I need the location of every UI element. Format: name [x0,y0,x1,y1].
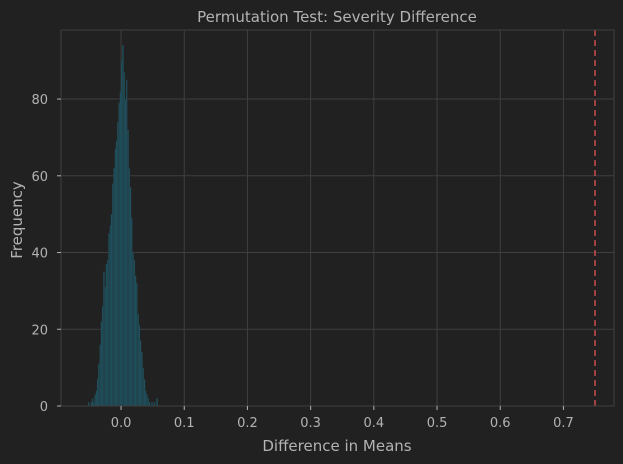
histogram-bar [148,401,151,407]
x-tick-label: 0.3 [300,416,321,431]
y-tick-label: 0 [40,400,48,415]
x-tick-label: 0.6 [490,416,511,431]
y-axis-ticks: 0 20 40 60 80 [31,93,61,415]
histogram-bar [153,401,156,407]
x-axis-label: Difference in Means [262,437,411,455]
x-tick-label: 0.5 [427,416,448,431]
chart-title: Permutation Test: Severity Difference [197,8,477,26]
x-tick-label: 0.1 [174,416,195,431]
x-tick-label: 0.7 [553,416,574,431]
y-axis-label: Frequency [8,181,26,259]
x-tick-label: 0.0 [111,416,132,431]
x-axis-ticks: 0.0 0.1 0.2 0.3 0.4 0.5 0.6 0.7 [111,406,574,431]
histogram-bar [151,401,153,407]
plot-area-frame [60,29,615,407]
y-tick-label: 40 [31,247,48,262]
y-tick-label: 60 [31,170,48,185]
y-tick-label: 80 [31,93,48,108]
x-tick-label: 0.4 [363,416,384,431]
histogram-bar [87,401,90,407]
y-tick-label: 20 [31,323,48,338]
x-tick-label: 0.2 [237,416,258,431]
histogram-bar [156,398,158,407]
